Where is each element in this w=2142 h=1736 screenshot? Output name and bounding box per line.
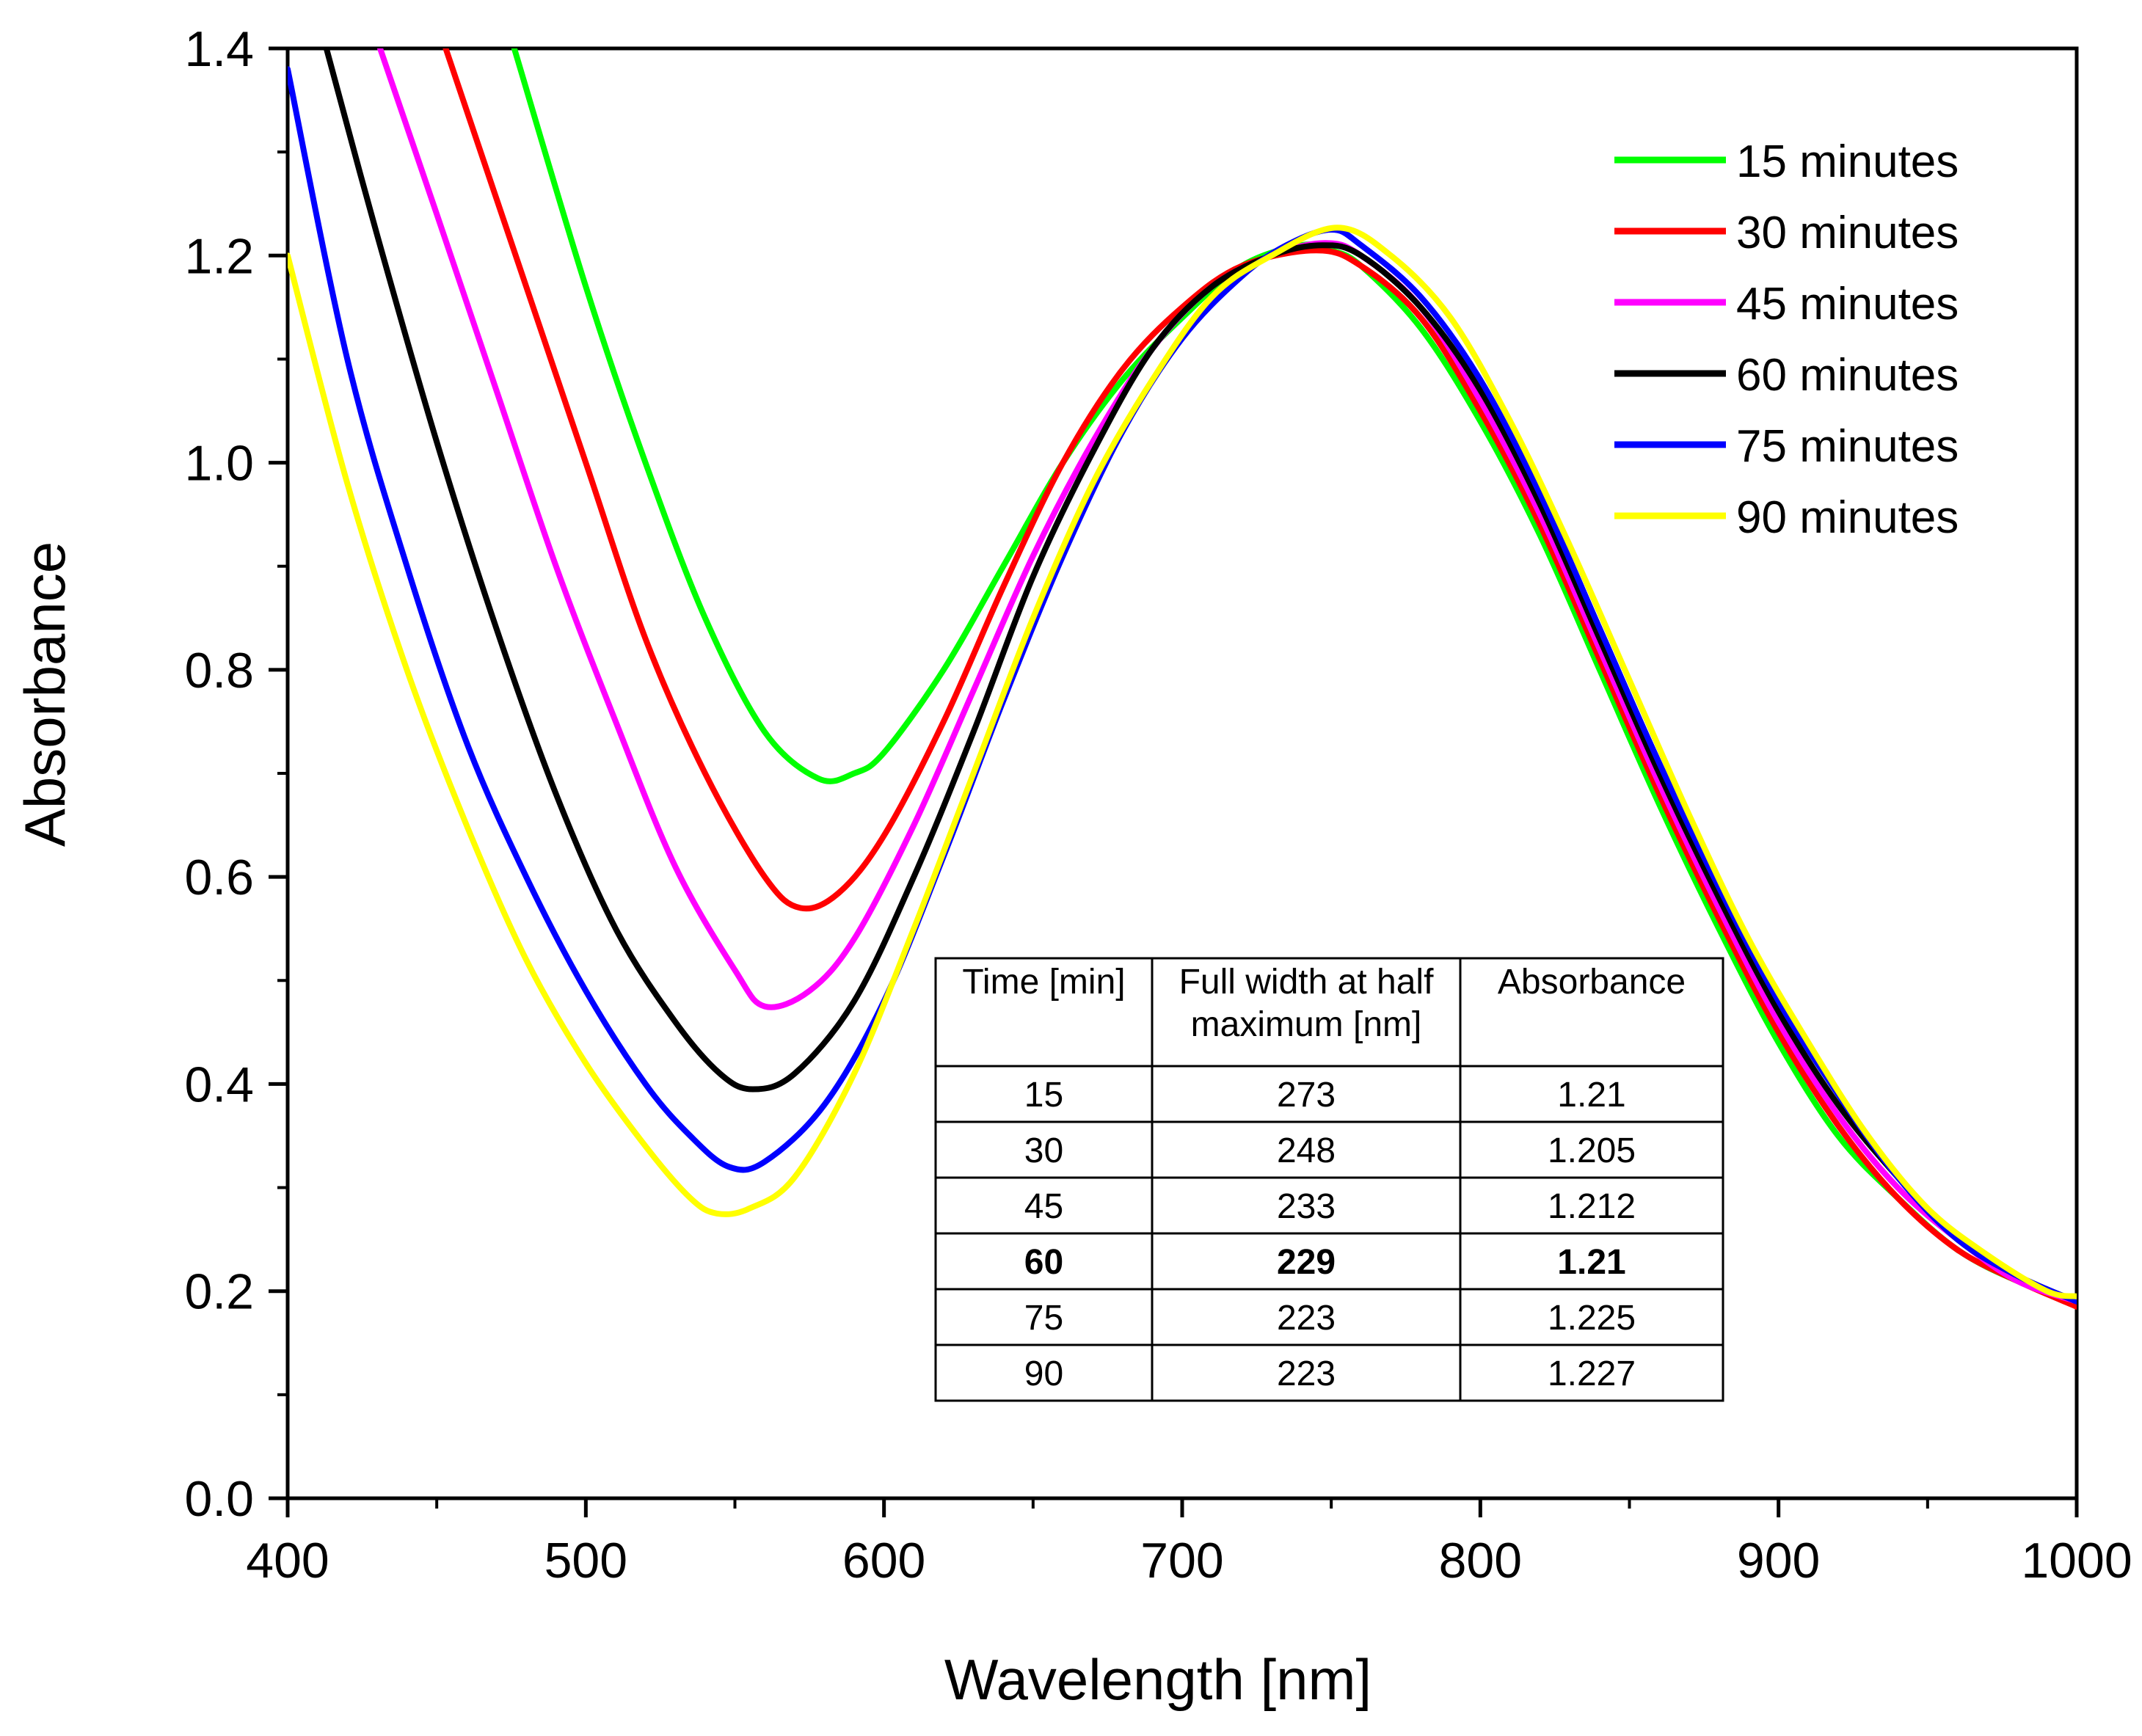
y-tick-label: 1.2 — [184, 228, 254, 284]
y-tick-label: 1.0 — [184, 436, 254, 492]
y-tick-label: 0.2 — [184, 1264, 254, 1320]
y-tick-label: 0.4 — [184, 1057, 254, 1112]
series-line-90-minutes — [288, 225, 2077, 1299]
x-tick-label: 500 — [544, 1533, 627, 1589]
axes-group: 400 500 600 700 800 900 1000 0.0 0.2 0.4 0.6 0.8 1.0… — [184, 21, 2132, 1589]
table-cell: 233 — [1277, 1187, 1336, 1226]
table-header-cell: Full width at half — [1179, 963, 1434, 1002]
x-tick-label: 400 — [246, 1533, 329, 1589]
table-cell: 15 — [1024, 1076, 1063, 1115]
table-cell: 1.227 — [1548, 1354, 1636, 1393]
table-cell: 223 — [1277, 1299, 1336, 1338]
legend-label: 30 minutes — [1736, 208, 1959, 258]
table-header-cell: Absorbance — [1498, 963, 1686, 1002]
table-frame — [934, 957, 1724, 1402]
legend-label: 15 minutes — [1736, 136, 1959, 187]
series-group — [288, 48, 2077, 1310]
table-cell: 1.225 — [1548, 1299, 1636, 1338]
legend-label: 60 minutes — [1736, 350, 1959, 401]
series-line-60-minutes — [323, 48, 2077, 1305]
y-tick-label: 0.0 — [184, 1471, 254, 1527]
table-cell: 30 — [1024, 1131, 1063, 1170]
table-cell: 1.21 — [1557, 1243, 1625, 1282]
y-tick-label: 1.4 — [184, 21, 254, 77]
table-cell: 1.21 — [1557, 1076, 1625, 1115]
table-header-cell: maximum [nm] — [1191, 1005, 1422, 1044]
table-cell: 273 — [1277, 1076, 1336, 1115]
y-axis-label: Absorbance — [12, 541, 77, 847]
table-cell: 45 — [1024, 1187, 1063, 1226]
legend: 15 minutes 30 minutes 45 minutes 60 minutes… — [1614, 136, 1959, 543]
legend-label: 45 minutes — [1736, 279, 1959, 329]
table-cell: 90 — [1024, 1354, 1063, 1393]
x-tick-label: 900 — [1737, 1533, 1820, 1589]
x-tick-label: 600 — [842, 1533, 925, 1589]
legend-label: 75 minutes — [1736, 421, 1959, 472]
table-cell: 248 — [1277, 1131, 1336, 1170]
x-tick-label: 700 — [1140, 1533, 1223, 1589]
x-tick-label: 800 — [1439, 1533, 1522, 1589]
table-header-cell: Time [min] — [962, 963, 1125, 1002]
table-cell: 60 — [1024, 1243, 1063, 1282]
y-tick-label: 0.6 — [184, 850, 254, 905]
table-cell: 75 — [1024, 1299, 1063, 1338]
table-cell: 1.205 — [1548, 1131, 1636, 1170]
x-axis-label: Wavelength [nm] — [944, 1647, 1371, 1712]
x-tick-label: 1000 — [2021, 1533, 2132, 1589]
table-cell: 229 — [1277, 1243, 1336, 1282]
table-cell: 1.212 — [1548, 1187, 1636, 1226]
y-tick-label: 0.8 — [184, 643, 254, 699]
legend-label: 90 minutes — [1736, 492, 1959, 543]
table-cell: 223 — [1277, 1354, 1336, 1393]
